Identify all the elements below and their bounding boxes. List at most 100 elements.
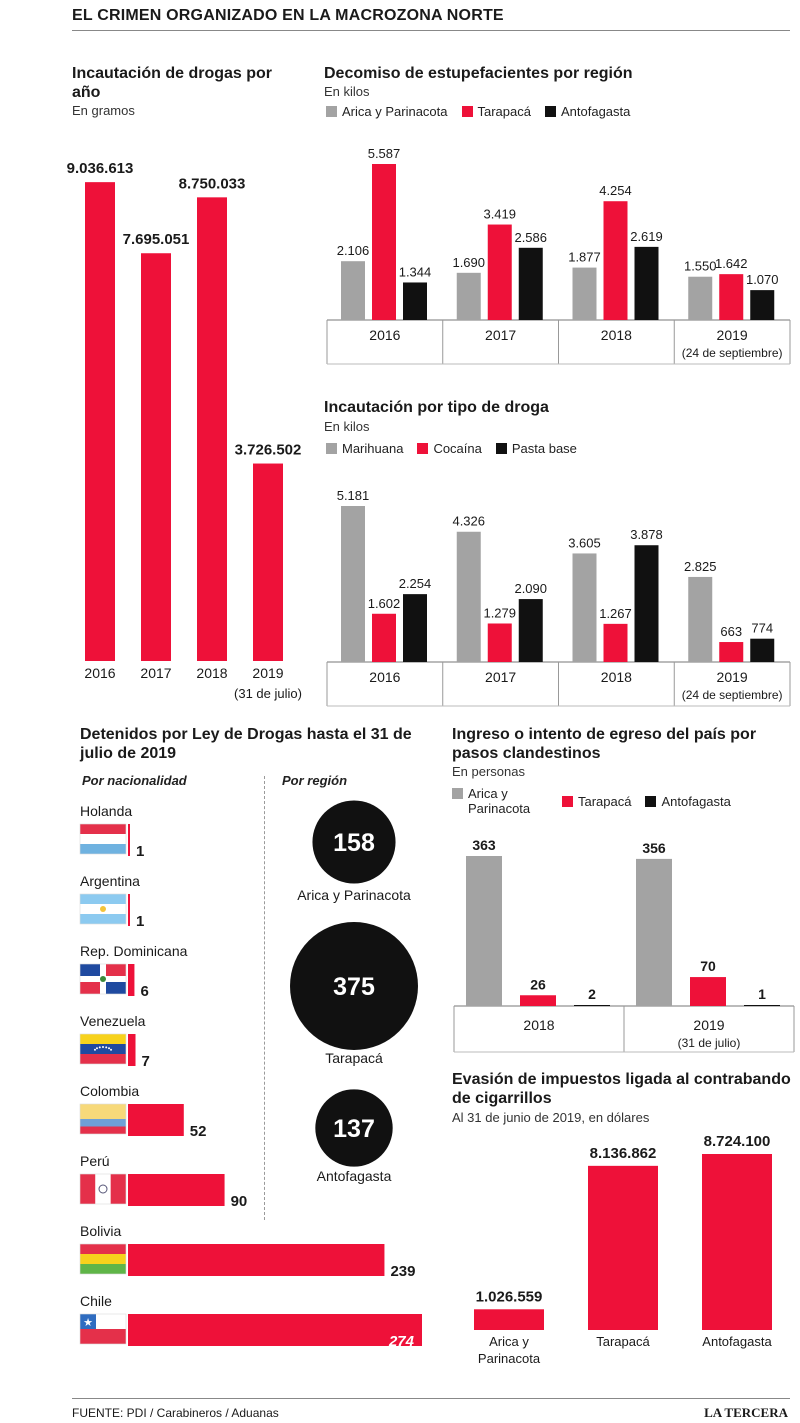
x-tick-2019: 2019 xyxy=(717,669,748,685)
value-label-2017-3: 2.090 xyxy=(514,581,547,596)
bar-2016-2 xyxy=(372,164,396,320)
bar-2019-1 xyxy=(636,858,672,1006)
legend-label: Marihuana xyxy=(342,441,404,456)
legend-decomiso-region: Arica y Parinacota Tarapacá Antofagasta xyxy=(326,104,630,119)
flag-bolivia xyxy=(79,1243,127,1275)
legend-swatch xyxy=(417,443,429,454)
bar-1 xyxy=(474,1309,544,1330)
x-tick-2019: 2019 xyxy=(693,1017,724,1033)
value-label-2019-2: 1.642 xyxy=(715,256,748,271)
chart-detenidos-region: 158 Arica y Parinacota 375 Tarapacá 137 Antof… xyxy=(290,800,418,1184)
footer-brand: LA TERCERA xyxy=(704,1405,788,1420)
legend-item: Antofagasta xyxy=(645,793,731,809)
flag-chile: ★ xyxy=(79,1313,127,1345)
bar-holanda xyxy=(128,824,130,856)
value-label: 1 xyxy=(136,843,144,860)
chart-subtitle-decomiso-region: En kilos xyxy=(324,84,370,99)
bubble-label: Arica y Parinacota xyxy=(297,887,411,903)
legend-label: Tarapacá xyxy=(578,793,632,809)
country-label: Bolivia xyxy=(80,1223,121,1239)
legend-swatch xyxy=(562,795,573,807)
x-note-2019: (24 de septiembre) xyxy=(682,688,783,702)
bar-2018-2 xyxy=(603,623,628,662)
legend-item: Tarapacá xyxy=(562,794,631,809)
value-label-2: 8.136.862 xyxy=(590,1145,657,1162)
chart-title-detenidos: Detenidos por Ley de Drogas hasta el 31 … xyxy=(80,726,412,762)
legend-swatch xyxy=(544,106,556,117)
bar-2019-1 xyxy=(688,576,713,662)
bar-2017-3 xyxy=(518,247,543,320)
legend-swatch xyxy=(326,106,337,117)
chart-tipo-droga: 5.181 1.602 2.254 2016 4.326 1.279 2.090 2017 3.… xyxy=(326,488,791,707)
x-tick-2017: 2017 xyxy=(140,665,171,681)
bar-2016 xyxy=(85,182,115,661)
svg-text:★: ★ xyxy=(83,1316,93,1329)
bar-2018-3 xyxy=(634,545,659,662)
value-label-2016-3: 1.344 xyxy=(399,264,432,279)
chart-subtitle-evasion-impuestos: Al 31 de junio de 2019, en dólares xyxy=(452,1110,650,1125)
bar-2018 xyxy=(197,197,227,662)
legend-swatch xyxy=(326,443,337,454)
country-label: Holanda xyxy=(80,803,132,819)
value-label-2016-1: 2.106 xyxy=(337,243,370,258)
bar-3 xyxy=(702,1154,772,1330)
legend-label: Antofagasta xyxy=(560,104,631,119)
subtitle-por-nacionalidad: Por nacionalidad xyxy=(82,773,187,788)
chart-subtitle-tipo-droga: En kilos xyxy=(324,419,370,434)
legend-label: Arica y Parinacota xyxy=(468,786,531,816)
bar-2017-2 xyxy=(487,623,512,662)
bar-2019-3 xyxy=(744,1005,780,1006)
legend-label: Antofagasta xyxy=(661,793,731,809)
bar-2018-1 xyxy=(466,856,502,1006)
chart-pasos-clandestinos: 363 26 2 2018 356 70 1 2019 (31 de julio) xyxy=(453,837,795,1053)
x-tick-2016: 2016 xyxy=(369,669,400,685)
value-label-2016: 9.036.613 xyxy=(67,160,134,177)
legend-pasos-clandestinos: Arica y Parinacota Tarapacá Antofagasta xyxy=(452,786,731,816)
bar-2018-2 xyxy=(520,995,556,1006)
legend-swatch xyxy=(495,443,507,454)
legend-item: Pasta base xyxy=(495,441,577,456)
legend-label: Tarapacá xyxy=(477,104,531,119)
bar-2017 xyxy=(141,253,171,661)
value-label-2018-3: 2.619 xyxy=(630,229,663,244)
bubble-label: Tarapacá xyxy=(325,1050,383,1066)
flag-holanda xyxy=(79,823,127,855)
value-label-2018-2: 1.267 xyxy=(599,606,632,621)
value-label-2016-3: 2.254 xyxy=(399,576,432,591)
value-label-2018-2: 26 xyxy=(530,976,546,992)
bar-2018-1 xyxy=(572,553,597,662)
flag-argentina xyxy=(79,893,127,925)
flag-rep-dominicana xyxy=(79,963,127,995)
x-tick-2018: 2018 xyxy=(523,1017,554,1033)
chart-decomiso-region: 2.106 5.587 1.344 2016 1.690 3.419 2.586 2017 1.… xyxy=(326,146,791,365)
country-label: Argentina xyxy=(80,873,140,889)
chart-drogas-por-ano: 9.036.613 2016 7.695.051 2017 8.750.033 2018 3… xyxy=(67,160,302,701)
x-tick-2018: 2018 xyxy=(601,327,632,343)
value-label: 6 xyxy=(140,983,148,1000)
bar-2018-2 xyxy=(603,201,628,320)
x-tick-2018: 2018 xyxy=(196,665,227,681)
chart-subtitle-pasos-clandestinos: En personas xyxy=(452,764,525,779)
bar-2 xyxy=(588,1165,658,1330)
legend-label: Arica y Parinacota xyxy=(342,104,448,119)
value-label-2017-2: 3.419 xyxy=(483,207,516,222)
value-label-2019-1: 2.825 xyxy=(684,559,717,574)
legend-swatch xyxy=(461,106,473,117)
x-tick-2017: 2017 xyxy=(485,327,516,343)
bar-2019-3 xyxy=(750,638,775,662)
legend-item: Tarapacá xyxy=(461,104,531,119)
value-label-2016-1: 5.181 xyxy=(337,488,370,503)
bar-2016-1 xyxy=(341,261,365,320)
x-tick-2017: 2017 xyxy=(485,669,516,685)
value-label-2018-3: 3.878 xyxy=(630,527,663,542)
value-label-2019-3: 1.070 xyxy=(746,272,779,287)
header-rule xyxy=(72,30,790,31)
bar-argentina xyxy=(128,894,130,926)
chart-evasion-impuestos: 1.026.559 8.136.862 8.724.100 Arica y Parina… xyxy=(474,1133,772,1366)
country-label: Rep. Dominicana xyxy=(80,943,188,959)
value-label-2017-1: 4.326 xyxy=(452,514,485,529)
bubble-2 xyxy=(290,922,418,1050)
value-label-2018: 8.750.033 xyxy=(179,175,246,192)
value-label-2017: 7.695.051 xyxy=(123,231,190,248)
bar-chile xyxy=(128,1314,422,1346)
